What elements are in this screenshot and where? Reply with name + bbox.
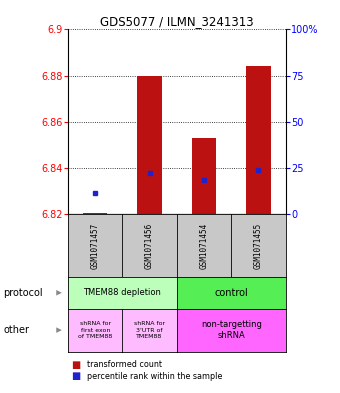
Text: shRNA for
3'UTR of
TMEM88: shRNA for 3'UTR of TMEM88: [134, 321, 165, 339]
Text: GSM1071454: GSM1071454: [200, 222, 208, 269]
Bar: [246, 66, 271, 214]
Text: GSM1071457: GSM1071457: [91, 222, 100, 269]
Title: GDS5077 / ILMN_3241313: GDS5077 / ILMN_3241313: [100, 15, 254, 28]
Text: shRNA for
first exon
of TMEM88: shRNA for first exon of TMEM88: [78, 321, 112, 339]
Text: GSM1071455: GSM1071455: [254, 222, 263, 269]
Text: other: other: [3, 325, 29, 335]
Text: protocol: protocol: [3, 288, 43, 298]
Text: GSM1071456: GSM1071456: [145, 222, 154, 269]
Text: ■: ■: [71, 371, 81, 382]
Bar: [137, 75, 162, 214]
Text: non-targetting
shRNA: non-targetting shRNA: [201, 320, 262, 340]
Text: control: control: [214, 288, 248, 298]
Text: TMEM88 depletion: TMEM88 depletion: [83, 288, 162, 297]
Bar: [83, 213, 107, 214]
Text: percentile rank within the sample: percentile rank within the sample: [87, 372, 222, 381]
Text: transformed count: transformed count: [87, 360, 162, 369]
Bar: [192, 138, 216, 214]
Text: ■: ■: [71, 360, 81, 370]
